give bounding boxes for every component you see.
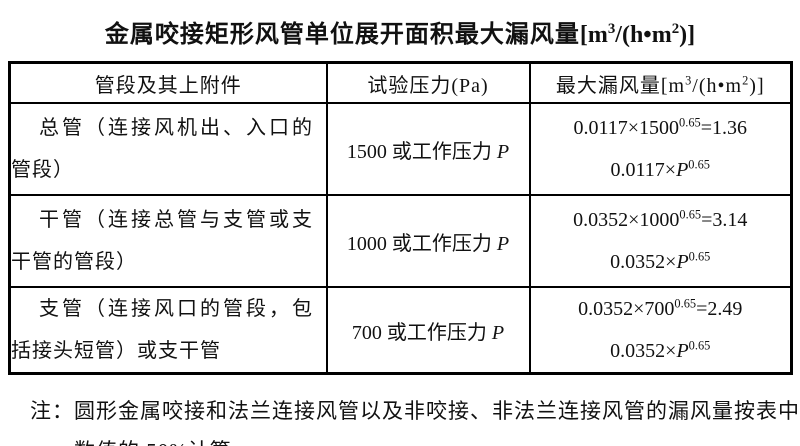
leakage-formula-cell: 0.0117×15000.65=1.36 0.0117×P0.65 xyxy=(528,102,793,196)
table-row-branch-duct: 支管（连接风口的管段，包 括接头短管）或支干管 700 或工作压力 P 0.035… xyxy=(8,286,793,375)
footnote-line-2: 数值的 50%计算。 xyxy=(74,431,800,446)
formula-general: 0.0352×P0.65 xyxy=(610,249,711,273)
title-unit: [m3/(h•m2)] xyxy=(579,21,696,48)
test-pressure-cell: 1000 或工作压力 P xyxy=(325,194,531,288)
leakage-formula-cell: 0.0352×7000.65=2.49 0.0352×P0.65 xyxy=(528,286,793,375)
table-header-row: 管段及其上附件 试验压力(Pa) 最大漏风量[m3/(h•m2)] xyxy=(8,61,793,104)
page-title: 金属咬接矩形风管单位展开面积最大漏风量[m3/(h•m2)] xyxy=(0,0,800,49)
table-footnote: 注：圆形金属咬接和法兰连接风管以及非咬接、非法兰连接风管的漏风量按表中 数值的 … xyxy=(0,391,800,446)
duct-section-cell: 总管（连接风机出、入口的 管段） xyxy=(8,102,328,196)
formula-evaluated: 0.0117×15000.65=1.36 xyxy=(573,115,747,139)
footnote-line-1: 注：圆形金属咬接和法兰连接风管以及非咬接、非法兰连接风管的漏风量按表中 xyxy=(30,399,800,423)
col-header-test-pressure: 试验压力(Pa) xyxy=(325,61,531,104)
test-pressure-cell: 1500 或工作压力 P xyxy=(325,102,531,196)
formula-general: 0.0117×P0.65 xyxy=(610,157,710,181)
formula-general: 0.0352×P0.65 xyxy=(610,338,711,362)
duct-section-cell: 干管（连接总管与支管或支 干管的管段） xyxy=(8,194,328,288)
formula-evaluated: 0.0352×10000.65=3.14 xyxy=(573,207,748,231)
title-text: 金属咬接矩形风管单位展开面积最大漏风量 xyxy=(104,21,580,48)
test-pressure-cell: 700 或工作压力 P xyxy=(325,286,531,375)
col-header-duct-section: 管段及其上附件 xyxy=(8,61,328,104)
table-row-trunk-duct: 干管（连接总管与支管或支 干管的管段） 1000 或工作压力 P 0.0352×1… xyxy=(8,194,793,288)
leakage-formula-cell: 0.0352×10000.65=3.14 0.0352×P0.65 xyxy=(528,194,793,288)
formula-evaluated: 0.0352×7000.65=2.49 xyxy=(578,296,743,320)
col-header-max-leakage: 最大漏风量[m3/(h•m2)] xyxy=(528,61,793,104)
table-row-main-duct: 总管（连接风机出、入口的 管段） 1500 或工作压力 P 0.0117×1500… xyxy=(8,102,793,196)
duct-section-cell: 支管（连接风口的管段，包 括接头短管）或支干管 xyxy=(8,286,328,375)
leakage-table: 管段及其上附件 试验压力(Pa) 最大漏风量[m3/(h•m2)] 总管（连接风… xyxy=(8,61,793,375)
